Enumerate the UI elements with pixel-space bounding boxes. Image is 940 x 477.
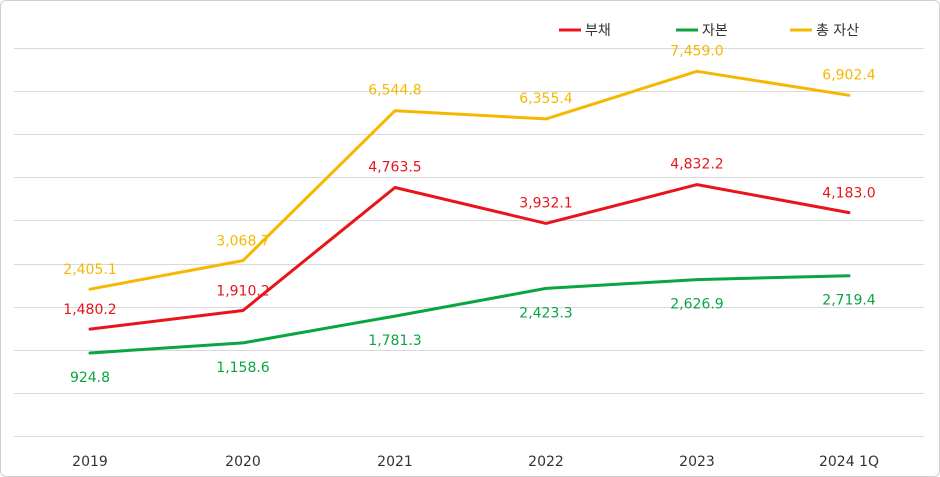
x-tick-label: 2020 (225, 454, 261, 470)
data-label-total-assets: 6,544.8 (368, 83, 421, 99)
legend-label-equity: 자본 (702, 23, 728, 39)
x-tick-label: 2024 1Q (819, 454, 879, 470)
x-tick-label: 2019 (72, 454, 108, 470)
data-label-total-assets: 6,355.4 (519, 91, 573, 107)
data-label-total-assets: 7,459.0 (670, 43, 723, 59)
data-label-debt: 4,763.5 (368, 160, 421, 176)
data-label-equity: 1,158.6 (216, 360, 270, 376)
x-tick-label: 2022 (528, 454, 564, 470)
x-tick-label: 2021 (377, 454, 413, 470)
data-label-total-assets: 2,405.1 (63, 262, 116, 278)
data-label-debt: 3,932.1 (519, 195, 572, 211)
data-labels: 1,480.2 1,910.2 4,763.5 3,932.1 4,832.2 4,183… (63, 43, 876, 386)
data-label-equity: 2,626.9 (670, 297, 723, 313)
data-label-equity: 2,719.4 (822, 293, 876, 309)
data-label-equity: 924.8 (70, 370, 110, 386)
data-label-total-assets: 6,902.4 (822, 67, 876, 83)
series-line-equity (88, 274, 851, 355)
data-label-equity: 1,781.3 (368, 333, 421, 349)
x-tick-label: 2023 (679, 454, 715, 470)
data-label-debt: 1,480.2 (63, 302, 116, 318)
legend: 부채 자본 총 자산 (559, 23, 859, 39)
data-label-debt: 1,910.2 (216, 284, 269, 300)
series-line-total-assets (88, 69, 851, 291)
legend-label-total-assets: 총 자산 (816, 23, 859, 39)
data-label-total-assets: 3,068.7 (216, 234, 269, 250)
data-label-equity: 2,423.3 (519, 305, 572, 321)
x-axis-ticks: 2019 2020 2021 2022 2023 2024 1Q (72, 454, 879, 470)
gridlines (14, 48, 924, 437)
data-label-debt: 4,183.0 (822, 186, 875, 202)
series-line-debt (88, 183, 851, 331)
legend-label-debt: 부채 (585, 23, 611, 39)
data-label-debt: 4,832.2 (670, 157, 723, 173)
series-lines (88, 69, 851, 355)
